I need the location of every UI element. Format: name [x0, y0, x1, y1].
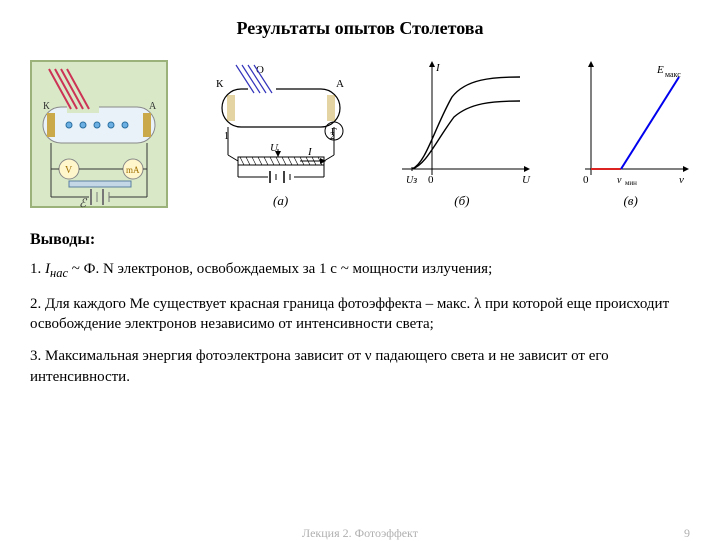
caption-c: (в) — [623, 193, 637, 209]
svg-text:0: 0 — [583, 174, 589, 186]
svg-text:I: I — [307, 146, 313, 158]
svg-text:мин: мин — [625, 179, 637, 187]
svg-text:К: К — [216, 78, 224, 90]
svg-text:E: E — [656, 64, 664, 76]
figure-a-svg: ОКА12ГUI — [208, 59, 353, 189]
slide-title: Результаты опытов Столетова — [0, 0, 720, 39]
svg-text:К: К — [43, 101, 50, 112]
figure-a: ОКА12ГUI (а) — [208, 59, 353, 209]
conclusion-1: 1. Iнас ~ Ф. N электронов, освобождаемых… — [0, 253, 720, 288]
figures-row: КАVmAℰ ОКА12ГUI (а) IU0Uз (б) Eмаксν0νми… — [0, 39, 720, 219]
svg-text:mA: mA — [126, 165, 140, 175]
figure-c-svg: Eмаксν0νмин — [571, 59, 691, 189]
svg-text:V: V — [65, 165, 73, 176]
svg-text:Г: Г — [331, 127, 337, 138]
svg-text:А: А — [149, 101, 157, 112]
svg-text:ν: ν — [679, 174, 684, 186]
svg-text:I: I — [435, 62, 441, 74]
svg-text:Uз: Uз — [406, 175, 417, 186]
conclusion-2: 2. Для каждого Ме существует красная гра… — [0, 288, 720, 341]
footer-page-num: 9 — [684, 526, 690, 541]
svg-text:U: U — [270, 142, 279, 154]
caption-b: (б) — [454, 193, 469, 209]
svg-text:0: 0 — [428, 174, 434, 186]
svg-text:1: 1 — [224, 131, 229, 142]
svg-text:ν: ν — [617, 175, 622, 186]
conclusions-heading: Выводы: — [0, 219, 720, 253]
left-diagram: КАVmAℰ — [29, 59, 169, 209]
circuit-diagram-svg: КАVmAℰ — [29, 59, 169, 209]
svg-text:А: А — [336, 78, 344, 90]
conclusion-3: 3. Максимальная энергия фотоэлектрона за… — [0, 340, 720, 393]
svg-text:U: U — [522, 174, 531, 186]
caption-a: (а) — [273, 193, 288, 209]
footer-lecture: Лекция 2. Фотоэффект — [0, 526, 720, 541]
figure-c: Eмаксν0νмин (в) — [571, 59, 691, 209]
figure-b-svg: I U 0 Uз — [392, 59, 532, 189]
figure-b: I U 0 Uз (б) — [392, 59, 532, 209]
